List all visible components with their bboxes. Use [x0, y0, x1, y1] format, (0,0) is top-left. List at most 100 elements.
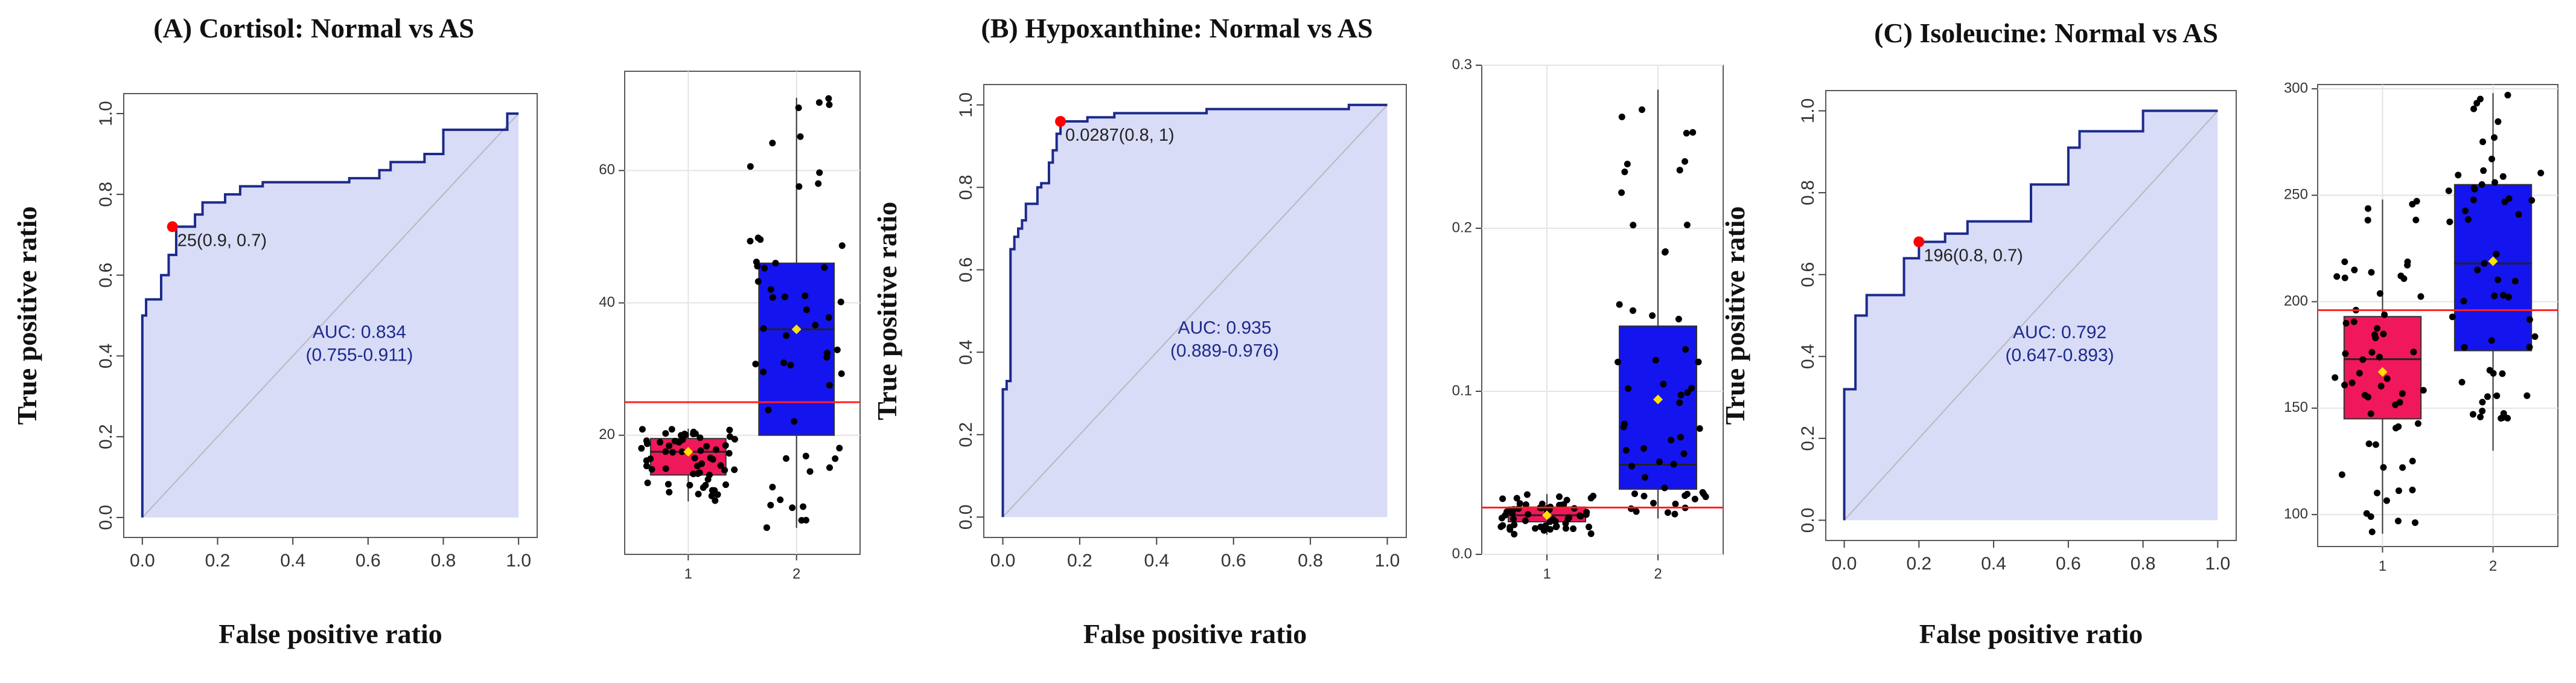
boxplot-jitter-point	[2481, 260, 2488, 267]
boxplot-jitter-point	[2417, 293, 2425, 300]
boxplot-jitter-point	[2464, 216, 2472, 223]
panel-a: (A) Cortisol: Normal vs AS 0.0 0.2 0.4 0.6 0.…	[11, 13, 861, 649]
roc-cutoff-label: 0.0287(0.8, 1)	[1065, 126, 1175, 145]
boxplot-jitter-point	[2504, 415, 2511, 422]
boxplot-jitter-point	[1631, 490, 1638, 498]
boxplot-jitter-point	[2504, 91, 2511, 98]
boxplot-mean-marker	[2377, 367, 2388, 377]
x-tick-label: 0.0	[130, 551, 155, 571]
boxplot-jitter-point	[2470, 105, 2478, 112]
boxplot-jitter-point	[1683, 130, 1690, 137]
boxplot-jitter-point	[838, 370, 845, 377]
x-tick-label: 1.0	[1375, 551, 1400, 571]
boxplot-jitter-point	[760, 325, 767, 332]
boxplot-jitter-point	[1564, 515, 1572, 522]
boxplot-jitter-point	[782, 455, 789, 462]
boxplot-jitter-point	[2341, 382, 2348, 389]
roc-diagonal	[1843, 110, 2219, 521]
boxplot-jitter-point	[2469, 411, 2476, 418]
boxplot-jitter-point	[717, 462, 724, 469]
x-tick-label: 0.4	[1981, 554, 2006, 574]
boxplot-jitter-point	[2488, 155, 2496, 162]
boxplot-jitter-point	[666, 442, 673, 449]
boxplot-y-tick-label: 0.2	[1452, 219, 1472, 236]
boxplot-jitter-point	[726, 426, 733, 434]
boxplot-jitter-point	[712, 446, 719, 454]
boxplot-jitter-point	[1615, 358, 1622, 365]
boxplot-jitter-point	[1503, 508, 1511, 516]
boxplot-jitter-point	[797, 133, 804, 140]
boxplot-jitter-point	[2368, 528, 2376, 536]
panel-b: (B) Hypoxanthine: Normal vs AS 0.0 0.2 0.4 0…	[872, 13, 1724, 649]
boxplot-jitter-point	[1630, 222, 1637, 229]
boxplot-mean-marker	[1542, 510, 1552, 521]
panel-title: (C) Isoleucine: Normal vs AS	[1874, 18, 2218, 48]
boxplot-jitter-point	[1699, 489, 1706, 496]
boxplot-jitter-point	[1587, 530, 1595, 537]
y-tick-label: 0.8	[956, 175, 976, 200]
boxplot-jitter-point	[1627, 505, 1634, 512]
boxplot-jitter-point	[1506, 526, 1514, 533]
boxplot-jitter-point	[1684, 389, 1691, 396]
boxplot-jitter-point	[2409, 457, 2416, 464]
boxplot-jitter-point	[2495, 276, 2502, 283]
roc-auc-ci: (0.889-0.976)	[1170, 341, 1279, 361]
boxplot-jitter-point	[2505, 195, 2513, 202]
boxplot-jitter-point	[1498, 515, 1505, 522]
boxplot-jitter-point	[666, 489, 673, 496]
y-tick-label: 0.2	[1798, 426, 1818, 451]
boxplot-jitter-point	[712, 497, 719, 504]
boxplot-jitter-point	[1585, 524, 1592, 531]
boxplot-jitter-point	[1618, 114, 1625, 121]
boxplot-y-tick-label: 0.0	[1452, 545, 1472, 562]
boxplot-jitter-point	[2500, 410, 2507, 417]
boxplot-jitter-point	[2356, 370, 2363, 377]
boxplot-jitter-point	[726, 433, 733, 440]
boxplot-jitter-point	[2488, 337, 2495, 344]
boxplot-jitter-point	[1540, 527, 1548, 534]
boxplot-jitter-point	[2380, 464, 2387, 471]
boxplot-jitter-point	[1522, 501, 1529, 508]
boxplot-jitter-point	[2461, 344, 2468, 351]
boxplot-jitter-point	[2412, 216, 2420, 223]
boxplot-jitter-point	[1583, 508, 1590, 516]
boxplot-jitter-point	[826, 464, 834, 471]
y-tick-label: 0.0	[1798, 508, 1818, 533]
boxplot-jitter-point	[1525, 511, 1532, 518]
boxplot-jitter-point	[1618, 189, 1625, 196]
boxplot-jitter-point	[802, 292, 809, 300]
boxplot-jitter-point	[2479, 408, 2486, 415]
boxplot-jitter-point	[1511, 521, 1518, 528]
boxplot-jitter-point	[2484, 393, 2491, 400]
boxplot-jitter-point	[643, 457, 650, 464]
roc-x-axis-label: False positive ratio	[218, 618, 442, 649]
boxplot-jitter-point	[1509, 510, 1516, 517]
boxplot-jitter-point	[702, 482, 709, 489]
boxplot-jitter-point	[765, 406, 772, 414]
boxplot-jitter-point	[2400, 275, 2408, 282]
boxplot-jitter-point	[665, 481, 672, 488]
boxplot-jitter-point	[2350, 318, 2358, 325]
y-tick-label: 0.6	[956, 257, 976, 283]
boxplot-jitter-point	[2477, 414, 2484, 421]
boxplot-jitter-point	[2420, 386, 2427, 394]
boxplot-jitter-point	[677, 432, 684, 439]
boxplot-jitter-point	[638, 444, 645, 452]
y-tick-label: 0.6	[1798, 262, 1818, 287]
boxplot-jitter-point	[1633, 508, 1640, 515]
boxplot-jitter-point	[2367, 410, 2374, 417]
boxplot-jitter-point	[1683, 221, 1691, 228]
boxplot-jitter-point	[669, 449, 676, 456]
x-tick-label: 0.0	[990, 551, 1016, 571]
boxplot-jitter-point	[2410, 348, 2417, 356]
boxplot-jitter-point	[2348, 379, 2356, 386]
boxplot-y-tick-label: 60	[599, 162, 615, 178]
y-tick-label: 0.8	[96, 182, 116, 207]
boxplot-mean-marker	[791, 324, 802, 335]
boxplot-jitter-point	[1640, 493, 1648, 500]
boxplot-jitter-point	[1497, 523, 1505, 530]
boxplot-jitter-point	[662, 430, 669, 437]
boxplot-jitter-point	[2404, 258, 2411, 266]
boxplot-jitter-point	[1628, 463, 1635, 470]
boxplot-jitter-point	[832, 455, 839, 462]
